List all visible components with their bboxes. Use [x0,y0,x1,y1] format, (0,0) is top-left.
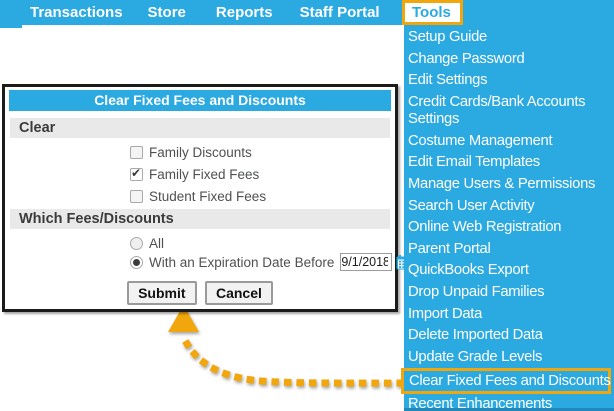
menu-item-recent-enhancements[interactable]: Recent Enhancements [408,396,553,411]
menu-item-credit-cards-bank-accounts-settings[interactable]: Credit Cards/Bank Accounts Settings [408,93,586,127]
checkbox-student-fixed-fees[interactable] [130,189,143,203]
menu-item-update-grade-levels[interactable]: Update Grade Levels [408,348,543,365]
tools-menu-list: Setup Guide Change Password Edit Setting… [401,27,614,411]
cancel-button[interactable]: Cancel [204,281,273,305]
navbar-left-notch [0,25,22,28]
tools-dropdown-menu: Setup Guide Change Password Edit Setting… [401,25,614,411]
menu-item-manage-users-permissions[interactable]: Manage Users & Permissions [408,175,596,192]
menu-item-parent-portal[interactable]: Parent Portal [408,240,491,257]
menu-item-edit-settings[interactable]: Edit Settings [408,72,488,89]
nav-item-tools-active[interactable]: Tools [402,0,463,25]
clear-options-group: Family Discounts Family Fixed Fees Stude… [130,141,392,207]
checkbox-label: Student Fixed Fees [149,188,267,204]
checkbox-family-fixed-fees[interactable] [130,166,143,181]
checkbox-row-family-fixed-fees[interactable]: Family Fixed Fees [130,163,392,185]
dialog-button-row: Submit Cancel [8,281,392,305]
nav-item-staff-portal[interactable]: Staff Portal [299,4,380,21]
checkbox-row-family-discounts[interactable]: Family Discounts [130,141,392,163]
top-navbar: Transactions Store Reports Staff Portal [0,0,614,25]
menu-item-drop-unpaid-families[interactable]: Drop Unpaid Families [408,283,545,300]
menu-item-edit-email-templates[interactable]: Edit Email Templates [408,154,540,171]
radio-row-all[interactable]: All [130,235,392,251]
checkbox-family-discounts[interactable] [130,145,143,159]
radio-label: All [149,235,165,251]
menu-item-delete-imported-data[interactable]: Delete Imported Data [408,327,543,344]
menu-item-search-user-activity[interactable]: Search User Activity [408,197,535,214]
menu-item-online-web-registration[interactable]: Online Web Registration [408,219,562,236]
nav-item-transactions[interactable]: Transactions [30,4,123,21]
radio-all[interactable] [130,236,143,250]
radio-expiration-date-before[interactable] [130,255,143,269]
radio-row-expiration-date[interactable]: With an Expiration Date Before [130,251,411,273]
menu-bottom-edge [404,408,614,411]
checkbox-label: Family Discounts [149,144,252,160]
radio-label: With an Expiration Date Before [149,254,335,270]
menu-item-quickbooks-export[interactable]: QuickBooks Export [408,262,529,279]
menu-item-clear-fixed-fees-and-discounts[interactable]: Clear Fixed Fees and Discounts [401,368,611,395]
clear-fixed-fees-dialog: Clear Fixed Fees and Discounts Clear Fam… [2,84,411,312]
checkbox-label: Family Fixed Fees [149,166,260,182]
which-options-group: All With an Expiration Date Before [130,235,411,273]
checkbox-row-student-fixed-fees[interactable]: Student Fixed Fees [130,185,392,207]
menu-item-change-password[interactable]: Change Password [408,50,525,67]
nav-item-reports[interactable]: Reports [215,4,273,21]
menu-item-costume-management[interactable]: Costume Management [408,132,553,149]
nav-item-store[interactable]: Store [147,4,186,21]
dialog-title: Clear Fixed Fees and Discounts [9,90,391,111]
section-header-which-fees-discounts: Which Fees/Discounts [10,209,390,229]
section-header-clear: Clear [10,118,390,138]
submit-button[interactable]: Submit [127,281,197,305]
menu-item-setup-guide[interactable]: Setup Guide [408,29,487,45]
menu-item-import-data[interactable]: Import Data [408,305,483,322]
expiration-date-input[interactable] [340,253,393,271]
